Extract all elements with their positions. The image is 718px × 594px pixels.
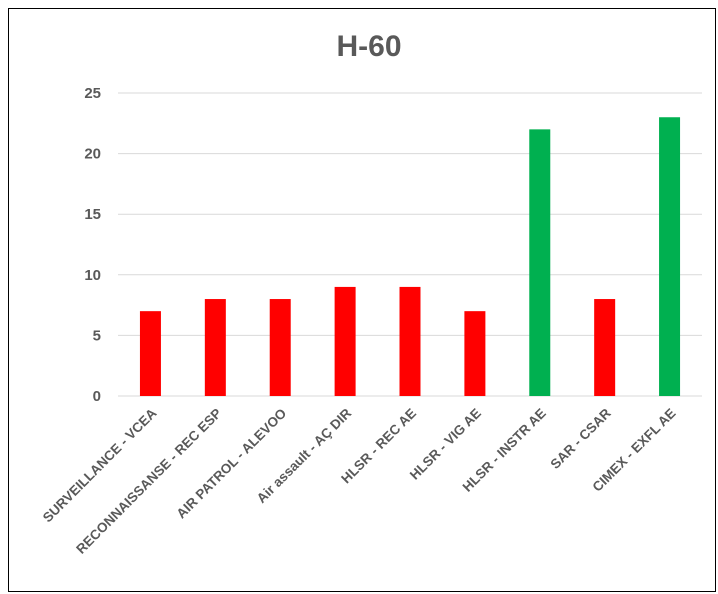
bar-9 xyxy=(659,117,681,397)
x-tick-label: AIR PATROL - ALEVOO xyxy=(174,406,290,522)
bar-2 xyxy=(204,299,226,396)
y-tick-label: 5 xyxy=(93,327,101,344)
x-tick-label: SAR - CSAR xyxy=(547,405,613,471)
bar-3 xyxy=(269,299,291,396)
bars xyxy=(139,117,681,397)
bar-7 xyxy=(529,129,551,397)
y-axis-tick-labels: 0 5 10 15 20 25 xyxy=(84,85,101,405)
bar-4 xyxy=(334,286,356,396)
y-tick-label: 0 xyxy=(93,388,101,405)
bar-6 xyxy=(464,311,486,396)
y-tick-label: 10 xyxy=(84,267,101,284)
bar-1 xyxy=(139,311,161,396)
y-tick-label: 25 xyxy=(84,85,101,102)
x-tick-label: SURVEILLANCE - VCEA xyxy=(40,405,160,525)
chart-title: H-60 xyxy=(336,30,401,63)
y-tick-label: 20 xyxy=(84,146,101,163)
bar-8 xyxy=(594,299,616,396)
bar-5 xyxy=(399,286,421,396)
y-tick-label: 15 xyxy=(84,206,101,223)
